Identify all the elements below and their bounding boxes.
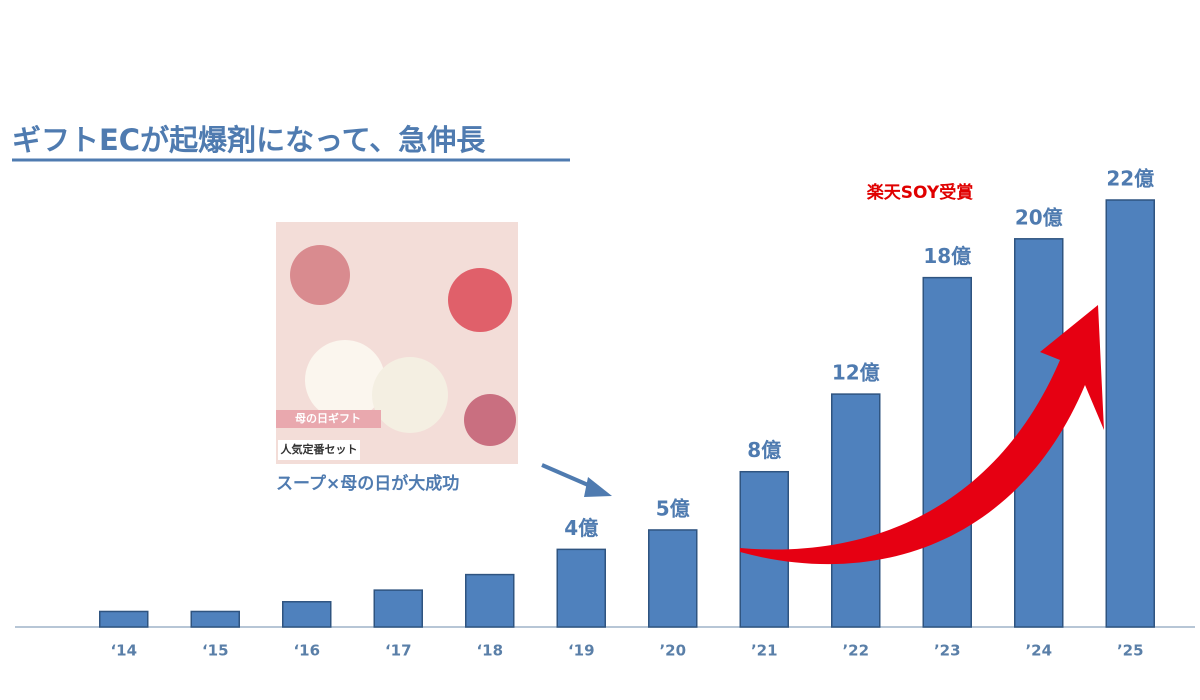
- photo: 母の日ギフト 人気定番セット: [276, 222, 518, 464]
- arrow-shaft: [541, 463, 596, 490]
- award-annotation: 楽天SOY受賞: [867, 182, 973, 203]
- arrow-head: [584, 477, 612, 497]
- red-arrow: [740, 305, 1104, 565]
- x-tick-label: ‘17: [385, 642, 412, 660]
- arrow-body: [740, 305, 1104, 565]
- blue-arrow: [541, 463, 612, 497]
- x-tick-label: ‘16: [293, 642, 320, 660]
- photo-flower: [448, 268, 512, 332]
- bar: [831, 393, 881, 628]
- gift-annotation: スープ×母の日が大成功: [276, 473, 459, 494]
- value-label: 20億: [1015, 205, 1063, 229]
- bar: [190, 610, 240, 628]
- bar: [282, 601, 332, 628]
- value-label: 8億: [747, 438, 781, 462]
- x-tick-label: ‘19: [568, 642, 595, 660]
- value-label: 4億: [564, 516, 598, 540]
- bar: [922, 276, 972, 628]
- bar: [648, 529, 698, 628]
- photo-tag: [278, 440, 360, 460]
- x-tick-label: ’22: [842, 642, 869, 660]
- x-tick-label: ‘15: [202, 642, 229, 660]
- photo-caption: 母の日ギフト: [295, 411, 361, 425]
- photo-cup: [305, 340, 385, 420]
- bar: [556, 548, 606, 628]
- value-label: 22億: [1106, 167, 1154, 191]
- photo-banner: [276, 410, 381, 428]
- x-tick-label: ‘14: [110, 642, 137, 660]
- bar: [465, 573, 515, 628]
- x-tick-label: ’20: [659, 642, 686, 660]
- x-tick-label: ‘18: [476, 642, 503, 660]
- bar: [99, 610, 149, 628]
- bar: [1105, 199, 1155, 628]
- bar: [373, 589, 423, 628]
- photo-cup: [372, 357, 448, 433]
- x-tick-label: ’24: [1025, 642, 1052, 660]
- photo-flower: [464, 394, 516, 446]
- chart-title: ギフトECが起爆剤になって、急伸長: [12, 123, 486, 157]
- x-tick-label: ’25: [1117, 642, 1144, 660]
- photo-label: 人気定番セット: [281, 442, 358, 456]
- x-tick-label: ’23: [934, 642, 961, 660]
- x-tick-label: ’21: [751, 642, 778, 660]
- value-label: 5億: [656, 496, 690, 520]
- photo-flower: [290, 245, 350, 305]
- value-label: 12億: [832, 361, 880, 385]
- value-label: 18億: [923, 244, 971, 268]
